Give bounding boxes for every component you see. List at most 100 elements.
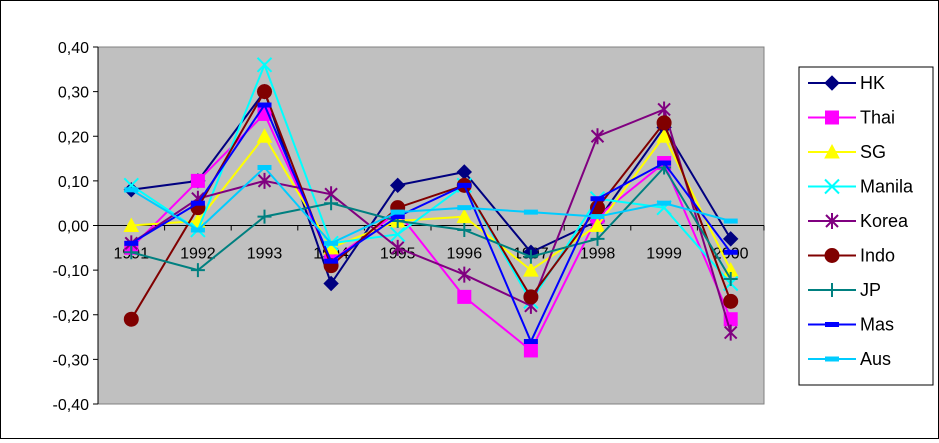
data-point-korea	[457, 266, 472, 283]
data-point-mas	[523, 339, 538, 345]
series-line-korea	[130, 108, 732, 333]
data-point-jp	[723, 272, 738, 287]
legend-marker-manila	[824, 178, 840, 195]
x-axis: 1991199219931994199519961997199819992000	[97, 225, 765, 263]
data-point-jp	[523, 249, 538, 264]
x-tick-label: 1992	[180, 246, 216, 263]
legend-label-aus: Aus	[860, 349, 891, 369]
data-point-jp	[324, 196, 339, 211]
legend-item-aus: Aus	[808, 349, 891, 369]
y-tick-label: -0,40	[53, 397, 90, 414]
data-point-korea	[657, 101, 671, 118]
data-point-mas	[457, 182, 472, 188]
data-point-korea	[257, 172, 272, 189]
series-line-hk	[131, 89, 732, 286]
series-line-mas	[130, 102, 732, 344]
series-line-indo	[130, 89, 732, 320]
data-point-hk	[389, 177, 406, 194]
data-point-mas	[657, 160, 672, 166]
data-point-jp	[457, 222, 472, 237]
data-point-sg	[456, 208, 473, 224]
legend-label-sg: SG	[860, 142, 886, 162]
data-point-hk	[323, 275, 339, 292]
legend-label-indo: Indo	[860, 246, 895, 266]
series-line-aus	[130, 166, 731, 245]
legend-label-manila: Manila	[860, 177, 914, 197]
x-tick-label: 1996	[447, 246, 483, 263]
data-point-indo	[656, 115, 672, 131]
legend-item-mas: Mas	[808, 315, 894, 335]
data-point-aus	[590, 214, 605, 220]
legend-item-manila: Manila	[808, 177, 914, 197]
data-point-indo	[257, 84, 272, 100]
legend-label-mas: Mas	[860, 315, 894, 335]
legend-item-hk: HK	[808, 73, 885, 93]
data-point-mas	[124, 240, 139, 246]
legend-marker-sg	[824, 143, 840, 159]
data-point-sg	[589, 217, 606, 232]
data-point-aus	[190, 227, 205, 233]
legend-item-indo: Indo	[808, 246, 895, 266]
data-point-jp	[257, 209, 272, 224]
legend-marker-aus	[825, 356, 839, 362]
data-point-aus	[657, 200, 672, 206]
data-point-sg	[256, 128, 273, 143]
data-point-sg	[656, 128, 672, 143]
series-aus	[124, 164, 738, 246]
legend-marker-hk	[824, 75, 840, 91]
y-tick-label: -0,20	[53, 308, 90, 325]
data-point-indo	[523, 289, 539, 305]
legend-label-korea: Korea	[860, 211, 909, 231]
data-point-sg	[123, 217, 140, 232]
legend-item-thai: Thai	[808, 108, 895, 128]
data-point-korea	[723, 324, 738, 341]
series-jp	[124, 160, 738, 287]
y-tick-label: 0,00	[58, 219, 89, 236]
data-point-indo	[723, 293, 739, 309]
y-tick-label: 0,30	[58, 85, 89, 102]
data-point-aus	[257, 164, 272, 170]
series-line-jp	[131, 165, 732, 280]
data-point-sg	[523, 262, 539, 277]
data-point-hk	[722, 231, 739, 247]
data-point-thai	[523, 343, 538, 358]
legend-label-thai: Thai	[860, 108, 895, 128]
x-tick-label: 1993	[247, 246, 283, 263]
data-point-korea	[390, 239, 405, 256]
y-tick-label: -0,30	[53, 352, 90, 369]
legend-marker-mas	[825, 322, 839, 327]
data-point-jp	[190, 263, 205, 278]
data-point-thai	[190, 173, 205, 188]
data-point-mas	[190, 200, 205, 206]
y-tick-label: 0,40	[58, 40, 89, 57]
x-tick-label: 1999	[646, 246, 682, 263]
data-point-thai	[457, 289, 472, 304]
data-point-aus	[324, 240, 339, 246]
data-point-aus	[523, 209, 538, 215]
data-point-aus	[390, 209, 405, 215]
data-point-jp	[124, 245, 139, 260]
data-point-mas	[324, 258, 339, 264]
legend-item-jp: JP	[808, 280, 881, 300]
data-point-mas	[257, 102, 272, 108]
y-tick-label: 0,10	[58, 174, 89, 191]
legend-item-korea: Korea	[808, 211, 909, 231]
data-point-mas	[390, 214, 405, 220]
data-point-jp	[590, 231, 605, 246]
x-tick-label: 1998	[580, 246, 616, 263]
legend-box	[798, 66, 934, 386]
data-point-manila	[389, 226, 406, 243]
y-tick-label: -0,10	[53, 263, 90, 280]
data-point-indo	[123, 311, 139, 327]
legend-item-sg: SG	[808, 142, 886, 162]
data-point-korea	[590, 128, 605, 145]
series-mas	[124, 102, 738, 345]
legend-marker-korea	[825, 213, 839, 229]
legend-label-jp: JP	[860, 280, 881, 300]
legend-marker-jp	[825, 283, 839, 297]
data-point-manila	[256, 57, 273, 73]
legend: HK Thai SG Manila Korea Indo JP Mas Aus	[798, 66, 934, 386]
legend-marker-indo	[824, 248, 840, 263]
